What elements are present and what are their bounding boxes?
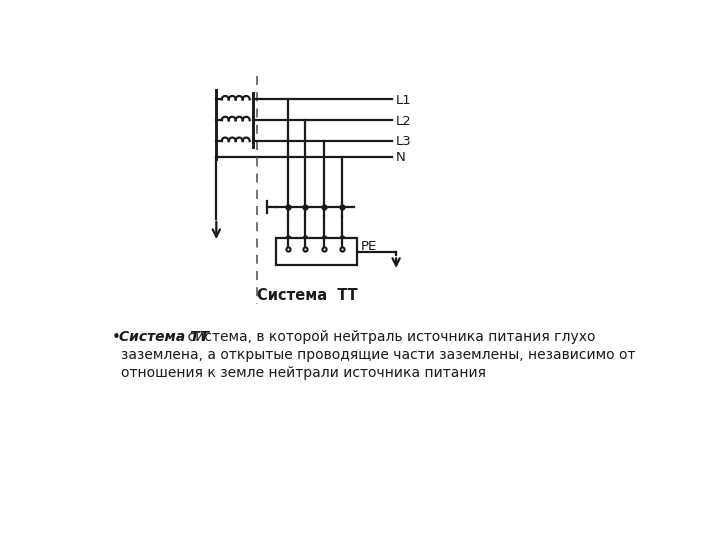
Text: заземлена, а открытые проводящие части заземлены, независимо от: заземлена, а открытые проводящие части з… bbox=[121, 348, 636, 362]
Text: Система  ТТ: Система ТТ bbox=[257, 288, 357, 303]
Text: отношения к земле нейтрали источника питания: отношения к земле нейтрали источника пит… bbox=[121, 366, 486, 380]
Text: L3: L3 bbox=[396, 136, 412, 148]
Text: – система, в которой нейтраль источника питания глухо: – система, в которой нейтраль источника … bbox=[172, 330, 595, 345]
Text: Система ТТ: Система ТТ bbox=[120, 330, 210, 345]
Text: N: N bbox=[396, 151, 406, 165]
Text: L1: L1 bbox=[396, 94, 412, 107]
Text: •: • bbox=[112, 330, 120, 346]
Text: PE: PE bbox=[361, 240, 377, 253]
Bar bbox=[276, 238, 357, 265]
Text: L2: L2 bbox=[396, 114, 412, 127]
